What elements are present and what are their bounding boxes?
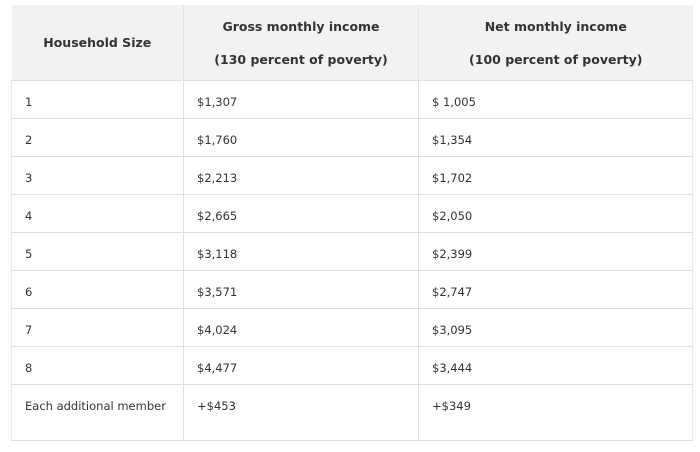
table-cell: $1,354 (418, 118, 693, 157)
table-row: 7 $4,024 $3,095 (11, 308, 693, 347)
table-body: 1 $1,307 $ 1,005 2 $1,760 $1,354 3 $2,213 $1,702… (11, 80, 693, 441)
table-cell: 1 (11, 80, 184, 119)
table-cell: $2,050 (418, 194, 693, 233)
table-cell: $3,095 (418, 308, 693, 347)
header-text: Gross monthly income (222, 18, 380, 34)
table-row: 8 $4,477 $3,444 (11, 346, 693, 385)
table-row: 2 $1,760 $1,354 (11, 118, 693, 157)
table-row: 6 $3,571 $2,747 (11, 270, 693, 309)
table-header: Household Size Gross monthly income (130 … (11, 5, 693, 81)
table-cell: 8 (11, 346, 184, 385)
header-cell: Gross monthly income (130 percent of pove… (183, 5, 419, 81)
header-note: (130 percent of poverty) (214, 51, 388, 67)
table-cell: +$349 (418, 384, 693, 441)
header-cell: Household Size (11, 5, 184, 81)
table-cell: $1,307 (183, 80, 419, 119)
table-cell: $2,747 (418, 270, 693, 309)
table-row: 5 $3,118 $2,399 (11, 232, 693, 271)
table-cell: 4 (11, 194, 184, 233)
header-note: (100 percent of poverty) (469, 51, 643, 67)
table-cell: $4,024 (183, 308, 419, 347)
table-row: 3 $2,213 $1,702 (11, 156, 693, 195)
table-cell: $2,665 (183, 194, 419, 233)
table-cell: $4,477 (183, 346, 419, 385)
table-cell: 6 (11, 270, 184, 309)
table-cell: $3,571 (183, 270, 419, 309)
table-cell: 2 (11, 118, 184, 157)
table-cell: $ 1,005 (418, 80, 693, 119)
table-cell: $3,118 (183, 232, 419, 271)
table-cell: 7 (11, 308, 184, 347)
income-table: Household Size Gross monthly income (130 … (11, 5, 693, 441)
header-text: Net monthly income (484, 18, 627, 34)
table-row: 4 $2,665 $2,050 (11, 194, 693, 233)
table-row: Each additional member +$453 +$349 (11, 384, 693, 441)
table-cell: 5 (11, 232, 184, 271)
table-cell: +$453 (183, 384, 419, 441)
table-cell: $2,213 (183, 156, 419, 195)
table-cell: $2,399 (418, 232, 693, 271)
header-row: Household Size Gross monthly income (130 … (11, 5, 693, 81)
header-cell: Net monthly income (100 percent of povert… (418, 5, 693, 81)
table-cell: $1,702 (418, 156, 693, 195)
table-cell: 3 (11, 156, 184, 195)
table-cell: $1,760 (183, 118, 419, 157)
table-row: 1 $1,307 $ 1,005 (11, 80, 693, 119)
table-cell: $3,444 (418, 346, 693, 385)
table-cell: Each additional member (11, 384, 184, 441)
header-text: Household Size (43, 35, 152, 50)
